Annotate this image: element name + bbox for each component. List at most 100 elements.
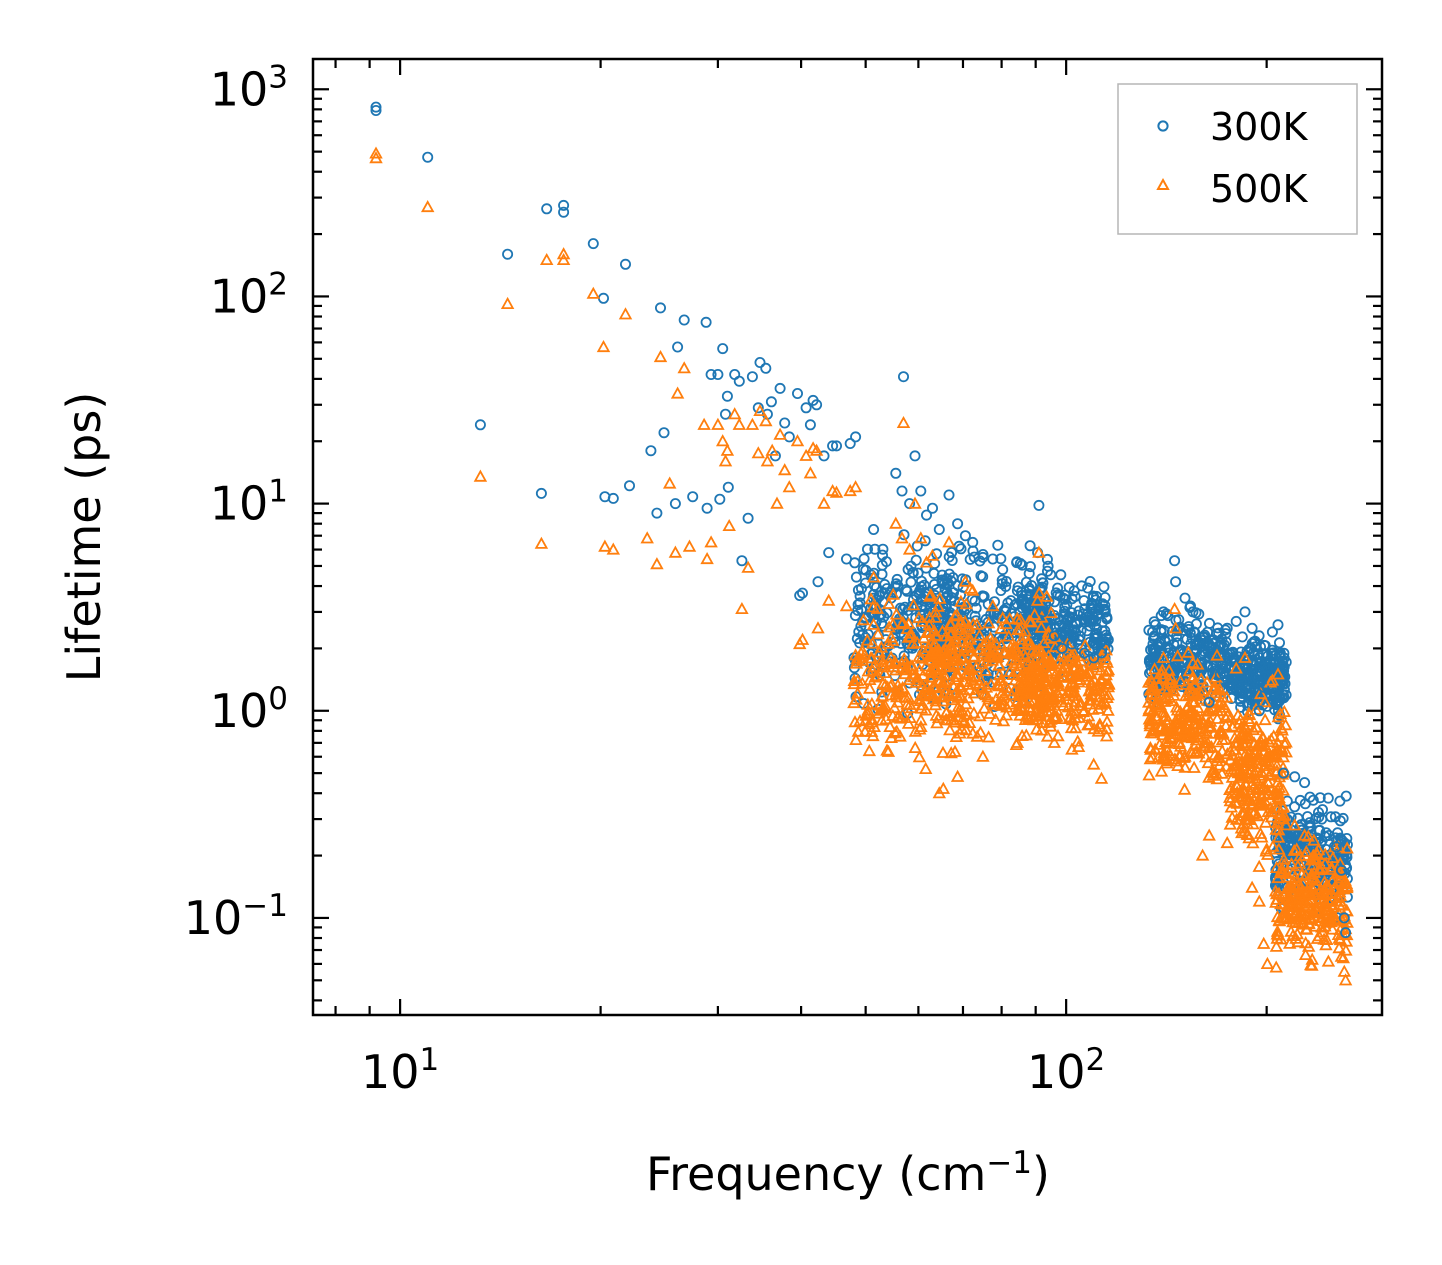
- band-point: [1292, 885, 1306, 899]
- band-point: [874, 713, 889, 726]
- y-tick-label: 103: [210, 59, 288, 116]
- band-point: [1298, 947, 1313, 960]
- band-point: [848, 715, 862, 728]
- band-point: [1277, 852, 1291, 865]
- data-point: [1066, 638, 1078, 650]
- band-point: [1246, 638, 1258, 650]
- band-point: [1012, 659, 1027, 672]
- data-point: [1056, 642, 1068, 654]
- band-point: [1000, 576, 1012, 588]
- band-point: [1164, 653, 1176, 665]
- band-point: [1335, 869, 1349, 882]
- x-tick-label: 102: [1027, 1042, 1105, 1099]
- data-point: [1340, 927, 1352, 939]
- data-point: [765, 443, 779, 456]
- band-point: [854, 597, 866, 609]
- plot-frame: [311, 57, 1384, 1017]
- band-point: [1317, 893, 1331, 906]
- band-point: [1187, 760, 1201, 773]
- band-point: [1339, 943, 1353, 956]
- data-point: [678, 314, 690, 326]
- data-point: [799, 448, 813, 461]
- band-point: [1062, 679, 1077, 692]
- data-point: [1316, 813, 1328, 825]
- band-point: [951, 705, 965, 718]
- data-point: [896, 485, 908, 497]
- band-point: [1289, 801, 1301, 813]
- band-point: [864, 592, 878, 605]
- band-point: [1322, 792, 1334, 804]
- band-point: [954, 682, 968, 695]
- band-point: [1268, 884, 1283, 897]
- data-point: [640, 531, 654, 544]
- data-point: [370, 101, 382, 113]
- data-point: [890, 467, 902, 479]
- band-point: [996, 714, 1011, 727]
- band-point: [1207, 680, 1221, 693]
- band-point: [936, 574, 948, 586]
- band-point: [1286, 928, 1300, 941]
- band-point: [1191, 700, 1205, 713]
- data-point: [850, 431, 862, 443]
- band-point: [1292, 898, 1306, 912]
- band-point: [891, 573, 903, 585]
- band-point: [1200, 726, 1214, 739]
- data-point: [811, 399, 823, 411]
- data-point: [1297, 828, 1312, 841]
- data-point: [732, 417, 747, 430]
- data-point: [669, 498, 681, 510]
- band-point: [992, 658, 1007, 671]
- data-point: [1037, 606, 1049, 618]
- band-point: [1210, 711, 1225, 724]
- band-point: [999, 617, 1014, 630]
- band-point: [1190, 657, 1205, 670]
- band-point: [930, 629, 944, 642]
- data-point: [1253, 705, 1265, 717]
- band-point: [860, 632, 872, 644]
- band-point: [1160, 716, 1175, 729]
- band-point: [1018, 712, 1033, 725]
- band-point: [1230, 785, 1244, 798]
- band-point: [1167, 688, 1181, 701]
- data-point: [1101, 680, 1116, 693]
- band-point: [958, 667, 973, 680]
- data-point: [1167, 601, 1182, 614]
- band-point: [1204, 617, 1216, 629]
- band-point: [929, 694, 943, 707]
- band-point: [1095, 674, 1109, 687]
- data-point: [653, 349, 668, 363]
- band-point: [1254, 796, 1269, 809]
- band-point: [978, 663, 993, 676]
- data-point: [714, 493, 726, 505]
- y-axis-title: Lifetime (ps): [57, 392, 111, 683]
- band-point: [959, 723, 973, 736]
- band-point: [977, 686, 992, 699]
- data-point: [720, 408, 732, 420]
- band-point: [861, 707, 875, 720]
- data-point: [1246, 622, 1258, 634]
- band-point: [935, 676, 950, 689]
- band-point: [955, 589, 967, 601]
- band-point: [1225, 648, 1237, 660]
- band-point: [957, 714, 972, 727]
- band-point: [976, 646, 991, 659]
- band-point: [1168, 752, 1182, 765]
- band-point: [1051, 729, 1065, 742]
- band-point: [883, 656, 898, 669]
- band-point: [910, 590, 922, 602]
- band-point: [1277, 736, 1292, 749]
- band-point: [1022, 680, 1037, 693]
- band-point: [1145, 682, 1159, 695]
- band-point: [980, 644, 994, 657]
- band-point: [1159, 634, 1171, 646]
- band-point: [877, 549, 889, 561]
- band-point: [992, 667, 1007, 681]
- band-point: [1289, 842, 1304, 855]
- band-point: [1065, 713, 1080, 726]
- band-point: [1283, 892, 1298, 905]
- data-point: [773, 427, 787, 440]
- band-point: [1024, 561, 1036, 573]
- legend-500k-marker: [1156, 177, 1170, 190]
- band-point: [877, 660, 892, 673]
- band-point: [880, 680, 895, 693]
